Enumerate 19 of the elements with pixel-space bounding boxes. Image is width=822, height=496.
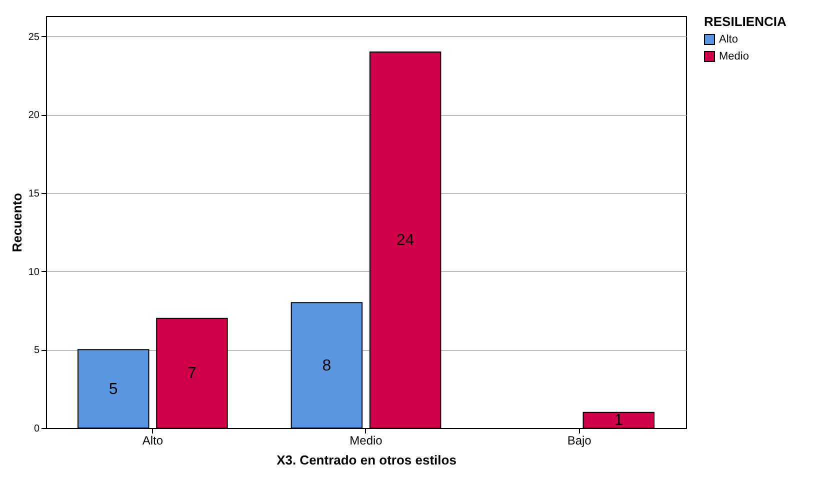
data-label: 24 bbox=[396, 232, 414, 250]
data-label: 8 bbox=[322, 357, 332, 374]
y-tick-label: 10 bbox=[28, 266, 40, 278]
y-axis-title: Recuento bbox=[9, 192, 24, 252]
data-label: 7 bbox=[188, 365, 197, 382]
y-tick-label: 5 bbox=[34, 345, 40, 356]
y-tick-label: 15 bbox=[28, 188, 40, 200]
y-tick-label: 20 bbox=[28, 110, 40, 122]
x-axis-title: X3. Centrado en otros estilos bbox=[276, 452, 456, 468]
legend-label: Medio bbox=[719, 50, 749, 62]
y-tick-label: 25 bbox=[28, 32, 40, 43]
x-tick-label: Alto bbox=[142, 434, 164, 448]
x-tick-label: Medio bbox=[350, 434, 383, 448]
data-label: 1 bbox=[614, 412, 624, 430]
x-tick-label: Bajo bbox=[567, 434, 592, 448]
y-tick-label: 0 bbox=[34, 424, 40, 434]
legend-label: Alto bbox=[719, 34, 738, 46]
data-label: 5 bbox=[108, 380, 118, 398]
legend-title: RESILIENCIA bbox=[704, 14, 787, 29]
